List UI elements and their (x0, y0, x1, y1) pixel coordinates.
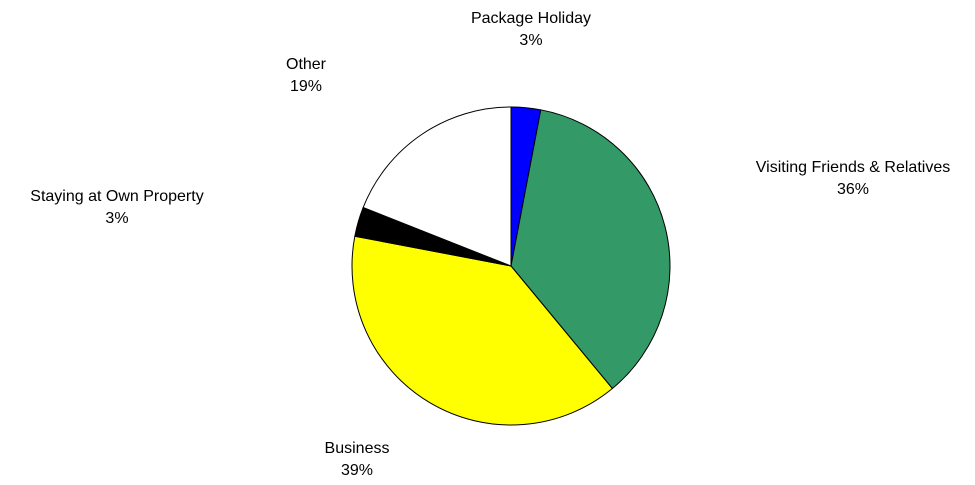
label-other: Other 19% (286, 54, 326, 98)
label-visiting-friends-relatives-value: 36% (836, 181, 870, 198)
label-package-holiday-name: Package Holiday (470, 10, 592, 27)
pie-slice-other (362, 106, 512, 267)
label-staying-at-own-property-value: 3% (105, 210, 129, 227)
label-business: Business 39% (325, 438, 390, 482)
label-visiting-friends-relatives-name: Visiting Friends & Relatives (755, 159, 951, 176)
label-staying-at-own-property: Staying at Own Property 3% (30, 186, 203, 230)
pie-slice-business (351, 235, 613, 426)
label-package-holiday: Package Holiday 3% (471, 8, 591, 52)
label-other-name: Other (285, 56, 327, 73)
label-business-value: 39% (340, 462, 374, 479)
label-staying-at-own-property-name: Staying at Own Property (30, 188, 204, 205)
label-business-name: Business (324, 440, 390, 457)
label-package-holiday-value: 3% (519, 32, 543, 49)
label-visiting-friends-relatives: Visiting Friends & Relatives 36% (756, 157, 950, 201)
pie-slice-visiting-friends-relatives (510, 109, 671, 390)
label-other-value: 19% (289, 78, 323, 95)
